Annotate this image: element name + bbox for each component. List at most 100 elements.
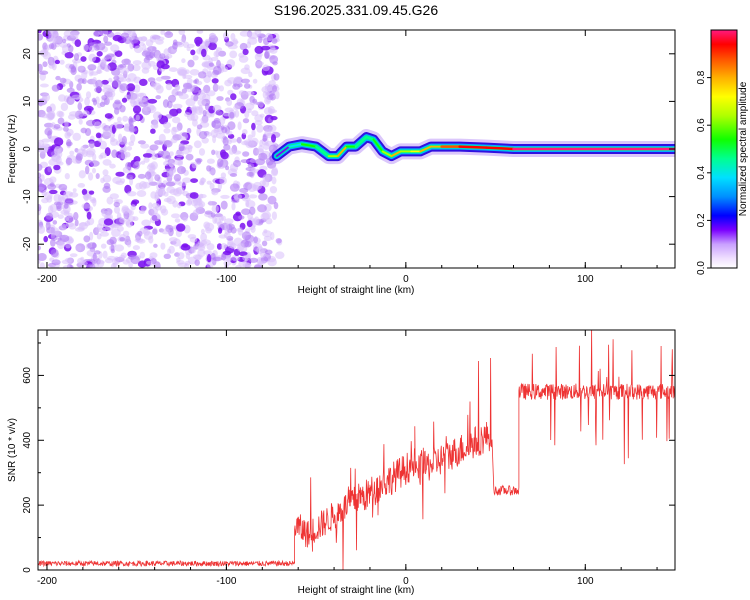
spectrogram-x-label: Height of straight line (km): [298, 285, 415, 296]
noise-blob: [159, 53, 166, 60]
noise-blob: [85, 91, 92, 99]
noise-blob: [77, 65, 84, 71]
noise-blob: [252, 98, 258, 104]
noise-blob: [114, 205, 120, 214]
noise-blob: [38, 30, 42, 34]
noise-blob: [262, 174, 270, 183]
noise-blob: [40, 48, 49, 57]
noise-blob: [132, 163, 140, 170]
noise-blob: [106, 31, 115, 38]
noise-blob: [65, 215, 76, 223]
noise-blob: [161, 208, 169, 216]
signal-peak-segment: [365, 136, 375, 141]
noise-blob: [231, 202, 236, 211]
noise-blob: [251, 166, 256, 173]
noise-blob: [256, 101, 264, 106]
noise-blob: [115, 171, 125, 177]
noise-blob: [92, 167, 96, 174]
noise-blob: [244, 110, 250, 119]
noise-blob: [121, 58, 131, 65]
noise-blob: [75, 245, 82, 252]
noise-blob: [148, 162, 155, 168]
noise-blob: [102, 127, 112, 137]
spectrogram-y-tick-label: 10: [22, 95, 33, 107]
noise-blob: [172, 116, 181, 124]
signal-peak-segment: [458, 145, 488, 149]
noise-blob: [194, 202, 204, 210]
noise-blob: [137, 230, 143, 237]
signal-peak-segment: [300, 143, 318, 148]
noise-blob: [63, 30, 72, 38]
noise-blob: [102, 87, 112, 94]
noise-blob: [273, 202, 279, 210]
noise-blob: [95, 79, 103, 89]
noise-blob: [92, 197, 97, 207]
noise-blob: [271, 211, 277, 220]
snr-panel: -200 -100 0 100 0 200 400 600 Height of straigh…: [7, 329, 676, 596]
noise-blob: [251, 137, 259, 146]
noise-blob: [218, 227, 223, 234]
snr-x-label: Height of straight line (km): [298, 585, 415, 596]
noise-blob: [197, 245, 206, 252]
noise-blob: [215, 49, 220, 58]
noise-blob: [49, 176, 57, 184]
noise-blob: [211, 149, 216, 156]
noise-blob: [58, 111, 65, 118]
noise-blob: [135, 235, 140, 243]
noise-blob: [211, 204, 219, 213]
noise-blob: [175, 150, 185, 158]
noise-blob: [76, 83, 82, 91]
noise-blob: [165, 155, 172, 160]
noise-blob: [155, 95, 161, 100]
noise-blob: [59, 77, 67, 84]
noise-blob: [262, 90, 268, 99]
noise-blob: [156, 60, 165, 69]
noise-blob: [43, 235, 48, 243]
noise-blob: [141, 61, 152, 70]
noise-blob: [94, 86, 103, 93]
noise-blob: [103, 218, 114, 226]
colorbar-tick-label: 0.4: [696, 165, 707, 179]
noise-blob: [264, 83, 272, 90]
noise-blob: [196, 30, 204, 34]
noise-blob: [59, 59, 65, 65]
noise-blob: [211, 119, 222, 129]
noise-blob: [208, 42, 217, 51]
noise-blob: [113, 256, 120, 264]
noise-blob: [224, 218, 234, 225]
noise-blob: [238, 215, 245, 220]
noise-blob: [184, 112, 191, 118]
noise-blob: [229, 50, 238, 59]
noise-blob: [74, 39, 82, 47]
noise-blob: [249, 158, 257, 163]
noise-blob: [64, 52, 74, 59]
noise-blob: [130, 255, 140, 265]
noise-blob: [242, 129, 248, 135]
noise-blob: [177, 203, 182, 209]
noise-blob: [233, 105, 240, 111]
noise-blob: [51, 30, 59, 40]
snr-y-tick-label: 600: [22, 367, 33, 384]
snr-y-label: SNR (10 * v/v): [7, 418, 18, 482]
noise-blob: [126, 240, 132, 248]
noise-blob: [191, 162, 198, 169]
snr-series-line: [38, 330, 675, 570]
noise-blob: [248, 194, 258, 199]
noise-blob: [131, 199, 140, 205]
noise-blob: [64, 120, 69, 128]
noise-blob: [152, 228, 158, 235]
noise-blob: [128, 116, 133, 125]
noise-blob: [160, 75, 171, 80]
noise-blob: [52, 220, 58, 225]
noise-blob: [247, 163, 255, 169]
spectrogram-y-label: Frequency (Hz): [7, 115, 18, 184]
noise-blob: [215, 111, 223, 116]
noise-blob: [183, 74, 193, 79]
noise-blob: [210, 129, 218, 138]
noise-blob: [215, 132, 226, 139]
noise-blob: [183, 82, 193, 90]
noise-blob: [85, 165, 90, 175]
noise-blob: [191, 247, 196, 254]
noise-blob: [121, 97, 128, 103]
